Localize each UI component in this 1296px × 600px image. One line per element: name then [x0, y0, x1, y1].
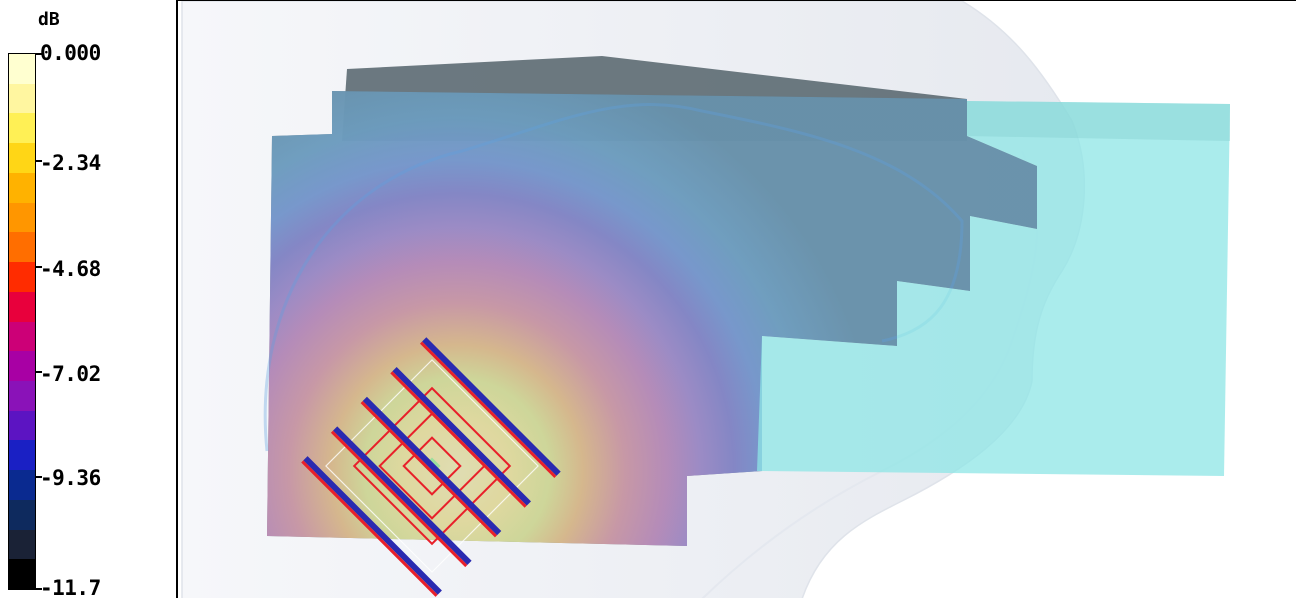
legend-unit: dB: [38, 9, 60, 30]
colorbar-band: [9, 172, 35, 204]
colorbar-band: [9, 499, 35, 531]
tick-label-0: 0.000: [40, 41, 101, 65]
colorbar-tick-mark: [36, 266, 42, 268]
colorbar-band: [9, 470, 35, 501]
tick-label-3: -7.02: [40, 362, 101, 386]
colorbar-band: [9, 143, 35, 174]
colorbar-band: [9, 410, 35, 441]
coil-antenna: [301, 337, 561, 597]
colorbar-legend: dB 0.000 -2.34 -4.68 -7.02 -9.36 -11.7: [0, 0, 176, 600]
tick-label-4: -9.36: [40, 466, 101, 490]
colorbar-band: [9, 351, 35, 382]
colorbar-band: [9, 83, 35, 114]
colorbar-tick-mark: [36, 588, 42, 590]
colorbar-gradient: [8, 53, 36, 590]
field-contour-outer: [263, 103, 964, 452]
colorbar-band: [9, 380, 35, 412]
colorbar-band: [9, 262, 35, 293]
colorbar-band: [9, 232, 35, 263]
tick-label-2: -4.68: [40, 257, 101, 281]
colorbar-tick-mark: [36, 160, 42, 162]
tick-label-1: -2.34: [40, 151, 101, 175]
colorbar-tick-mark: [36, 476, 42, 478]
colorbar-tick-mark: [36, 371, 42, 373]
tick-label-5: -11.7: [40, 576, 101, 600]
colorbar-band: [9, 54, 35, 85]
colorbar-band: [9, 529, 35, 560]
cyan-block: [757, 101, 1230, 476]
colorbar-band: [9, 559, 35, 590]
colorbar-tick-mark: [36, 53, 42, 55]
colorbar-band: [9, 291, 35, 322]
field-scene: [181, 1, 1230, 598]
colorbar-band: [9, 113, 35, 144]
colorbar-band: [9, 321, 35, 352]
3d-viewport[interactable]: [176, 0, 1296, 598]
cyan-block-top: [332, 91, 1230, 141]
colorbar-band: [9, 440, 35, 471]
colorbar-band: [9, 202, 35, 233]
